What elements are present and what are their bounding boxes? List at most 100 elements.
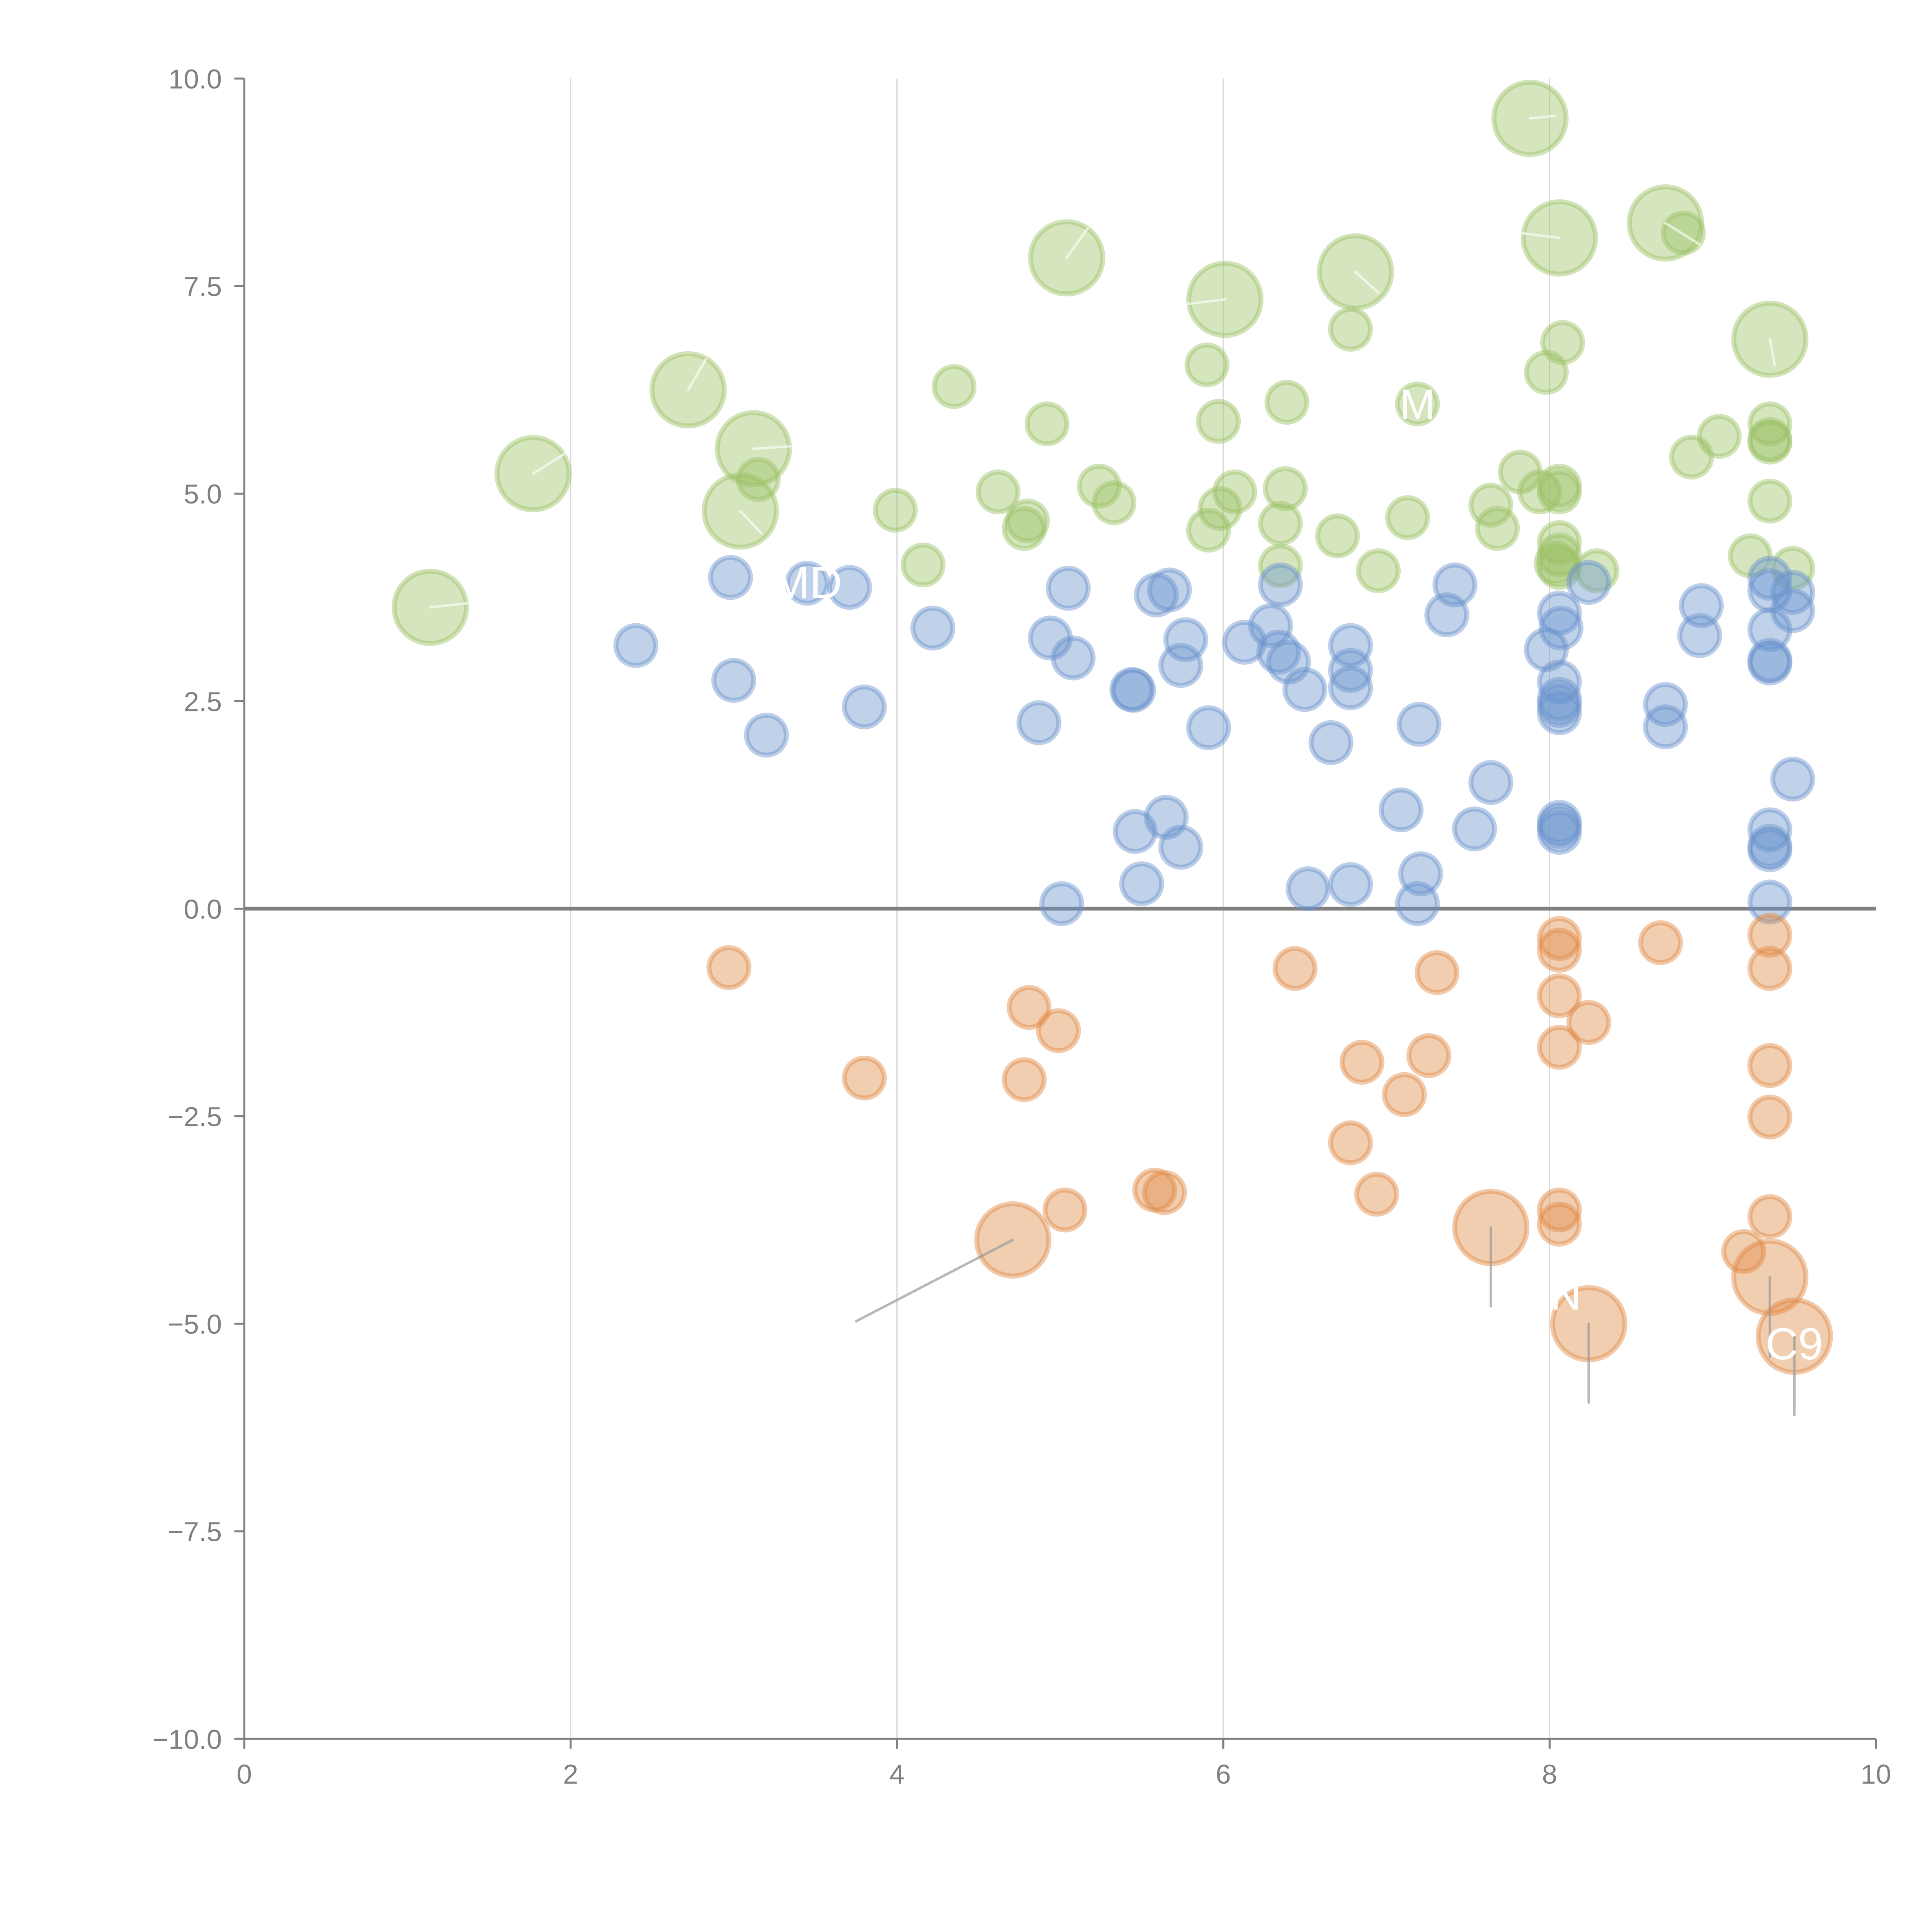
green-bubble	[1534, 541, 1579, 586]
blue-bubble	[1452, 806, 1497, 852]
blue-bubble	[1282, 667, 1327, 712]
orange-bubble	[1328, 1120, 1373, 1165]
x-axis-ticks: 0 2 4 6 8 10	[237, 1739, 1891, 1790]
blue-bubble	[1747, 827, 1793, 872]
y-tick-label: 10.0	[168, 64, 222, 95]
green-bubble	[1728, 533, 1773, 578]
green-bubble	[1770, 546, 1815, 591]
orange-bubble	[706, 945, 752, 990]
green-bubble	[1263, 466, 1308, 511]
leader-line	[532, 451, 569, 475]
blue-bubble	[1566, 560, 1611, 605]
leader-line	[752, 445, 793, 450]
y-tick-label: −7.5	[168, 1517, 222, 1548]
orange-bubble	[1142, 1170, 1187, 1215]
green-bubble	[1574, 548, 1619, 594]
blue-bubble	[1248, 603, 1293, 648]
leader-line	[855, 1238, 1014, 1323]
blue-bubble	[613, 623, 658, 668]
blue-bubble	[1308, 720, 1354, 765]
green-bubble	[1517, 469, 1563, 515]
green-bubble	[1385, 495, 1430, 540]
bubble-labels: MD M N C9	[772, 381, 1823, 1369]
green-bubble	[1258, 543, 1303, 588]
blue-bubble	[1222, 619, 1267, 665]
blue-bubble	[1112, 809, 1158, 854]
orange-bubble	[842, 1055, 887, 1100]
x-tick-label: 8	[1542, 1759, 1557, 1790]
blue-bubble	[1747, 556, 1793, 601]
blue-bubble	[1747, 607, 1793, 652]
blue-bubble	[1747, 824, 1793, 869]
blue-bubble	[1286, 866, 1331, 912]
blue-bubble	[1158, 643, 1204, 688]
green-bubble	[873, 488, 918, 533]
green-bubble	[1540, 320, 1585, 365]
blue-bubble	[1537, 690, 1582, 735]
orange-bubble	[1036, 1008, 1081, 1053]
blue-bubble	[910, 605, 956, 651]
bubbles	[391, 80, 1833, 1375]
green-bubble	[1747, 478, 1793, 524]
blue-bubble	[1328, 665, 1373, 711]
green-bubble	[1196, 399, 1241, 444]
green-bubble	[1258, 501, 1303, 546]
green-bubble	[1747, 420, 1793, 465]
blue-bubble	[1537, 590, 1582, 636]
blue-bubble	[1537, 810, 1582, 855]
orange-bubble	[1414, 950, 1460, 995]
orange-bubble	[1747, 1043, 1793, 1088]
blue-bubble	[1328, 862, 1373, 907]
blue-bubble	[1747, 640, 1793, 685]
green-bubble	[900, 543, 946, 588]
leader-lines	[429, 114, 1796, 1417]
green-bubble	[1524, 350, 1569, 395]
orange-bubble	[1537, 1025, 1582, 1070]
y-tick-label: −2.5	[168, 1102, 222, 1133]
blue-bubble	[1258, 562, 1303, 607]
green-bubble	[1024, 401, 1070, 447]
green-bubble	[1537, 469, 1582, 515]
blue-bubble	[1643, 704, 1688, 750]
blue-bubble	[1111, 668, 1156, 713]
x-tick-label: 0	[237, 1759, 252, 1790]
blue-bubble	[1396, 702, 1442, 747]
blue-bubble	[1109, 667, 1155, 712]
leader-line	[1183, 298, 1226, 306]
blue-bubble	[744, 713, 789, 758]
orange-bubble	[1747, 913, 1793, 958]
bubble-label: M	[1400, 381, 1435, 428]
leader-line	[1519, 231, 1561, 239]
blue-bubble	[1134, 572, 1179, 617]
leader-line	[1354, 270, 1380, 294]
bubble-label: N	[1551, 1272, 1581, 1319]
y-axis-ticks: 10.0 7.5 5.0 2.5 0.0 −2.5 −5.0 −7.5 −10.0	[153, 64, 245, 1755]
blue-bubble	[1119, 861, 1164, 906]
blue-bubble	[1186, 705, 1231, 750]
blue-bubble	[1770, 570, 1815, 615]
orange-bubble	[1354, 1172, 1399, 1217]
green-bubble	[1468, 483, 1514, 528]
orange-bubble	[1721, 1229, 1766, 1274]
blue-bubble	[708, 555, 753, 600]
blue-bubble	[1538, 605, 1583, 651]
blue-bubble	[1028, 616, 1073, 661]
green-bubble	[1537, 532, 1582, 578]
x-tick-label: 10	[1861, 1759, 1891, 1790]
blue-bubble	[1432, 562, 1478, 607]
green-bubble	[1328, 306, 1373, 352]
blue-bubble	[1747, 568, 1793, 613]
bubble-label: MD	[772, 558, 842, 608]
y-tick-label: 5.0	[184, 479, 222, 510]
y-tick-label: −5.0	[168, 1310, 222, 1340]
orange-bubble	[1043, 1187, 1088, 1233]
orange-bubble	[1382, 1072, 1427, 1117]
blue-bubble	[1537, 677, 1582, 722]
blue-bubble	[1747, 638, 1793, 683]
blue-bubble	[1163, 617, 1208, 662]
blue-bubble	[1677, 613, 1722, 658]
green-bubble	[1077, 464, 1122, 509]
blue-bubble	[1537, 660, 1582, 705]
green-bubble	[932, 364, 977, 409]
blue-bubble	[1379, 787, 1424, 833]
